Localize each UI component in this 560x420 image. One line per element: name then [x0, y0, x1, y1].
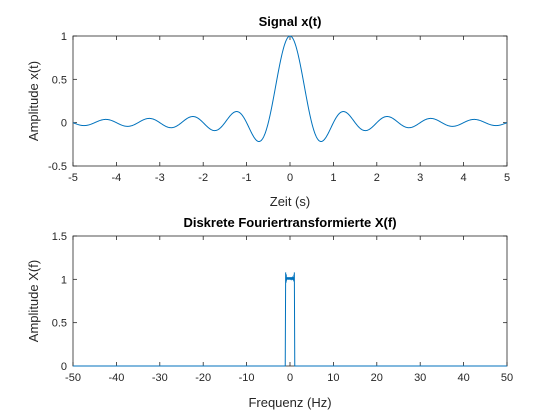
x-tick-label: -4	[112, 172, 122, 184]
fourier-plot: Diskrete Fouriertransformierte X(f) Freq…	[26, 215, 513, 410]
y-tick-label: 0	[61, 118, 67, 130]
x-tick-label: -5	[68, 172, 78, 184]
plot-frame	[72, 35, 508, 167]
x-tick-label: -40	[108, 372, 124, 384]
x-tick-label: -3	[155, 172, 165, 184]
x-ticks: -50 -40 -30 -20 -10 0 10 20 30 40 50	[65, 236, 513, 384]
y-tick-label: 1.5	[52, 231, 67, 243]
x-tick-label: -50	[65, 372, 81, 384]
y-tick-label: 0.5	[52, 74, 67, 86]
x-tick-label: 0	[287, 172, 293, 184]
spectrum-line	[73, 272, 507, 367]
x-tick-label: 20	[371, 372, 383, 384]
x-tick-label: 10	[327, 372, 339, 384]
y-tick-label: 1	[61, 31, 67, 43]
y-axis-label: Amplitude X(f)	[26, 260, 41, 342]
x-tick-label: 1	[330, 172, 336, 184]
plot-frame	[72, 235, 508, 367]
x-tick-label: -20	[195, 372, 211, 384]
y-tick-label: 0	[61, 361, 67, 373]
x-tick-label: -10	[239, 372, 255, 384]
x-tick-label: 50	[501, 372, 513, 384]
x-tick-label: 30	[414, 372, 426, 384]
y-axis-label: Amplitude x(t)	[26, 61, 41, 141]
x-tick-label: 2	[374, 172, 380, 184]
y-tick-label: -0.5	[48, 161, 67, 173]
x-tick-label: -1	[242, 172, 252, 184]
chart-title: Diskrete Fouriertransformierte X(f)	[183, 215, 396, 230]
y-tick-label: 0.5	[52, 318, 67, 330]
x-tick-label: 0	[287, 372, 293, 384]
signal-plot: Signal x(t) Zeit (s) Amplitude x(t) -5 -4…	[26, 14, 510, 209]
y-ticks: 0 0.5 1 1.5	[52, 231, 507, 373]
x-tick-label: -30	[152, 372, 168, 384]
signal-line	[72, 35, 508, 142]
x-axis-label: Zeit (s)	[270, 194, 310, 209]
x-tick-label: -2	[198, 172, 208, 184]
y-tick-label: 1	[61, 274, 67, 286]
x-ticks: -5 -4 -3 -2 -1 0 1 2 3 4 5	[68, 36, 510, 184]
x-axis-label: Frequenz (Hz)	[248, 395, 331, 410]
x-tick-label: 5	[504, 172, 510, 184]
x-tick-label: 3	[417, 172, 423, 184]
x-tick-label: 4	[461, 172, 467, 184]
chart-title: Signal x(t)	[259, 14, 322, 29]
x-tick-label: 40	[457, 372, 469, 384]
y-ticks: -0.5 0 0.5 1	[48, 31, 507, 173]
